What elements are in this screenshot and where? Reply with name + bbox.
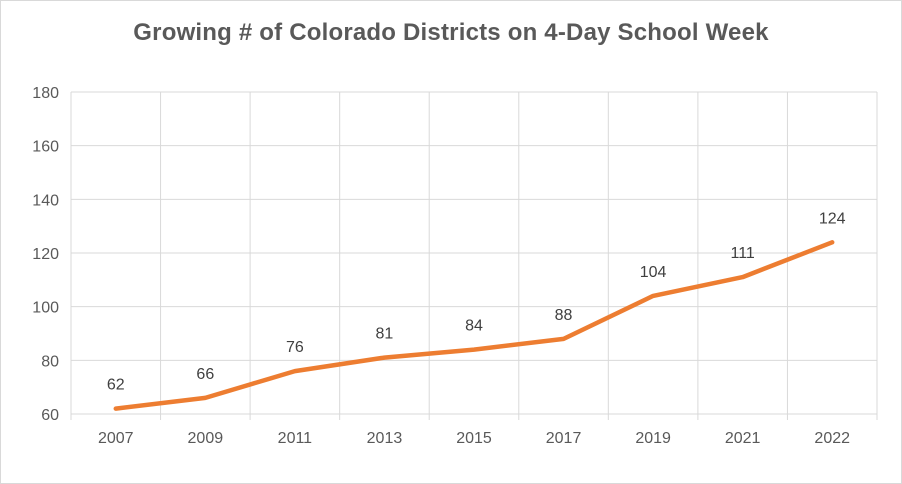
data-label: 88 bbox=[555, 307, 573, 324]
x-tick-label: 2017 bbox=[546, 430, 582, 447]
data-label: 111 bbox=[731, 245, 755, 262]
x-tick-label: 2007 bbox=[98, 430, 134, 447]
data-label: 76 bbox=[286, 339, 304, 356]
data-label: 104 bbox=[640, 264, 667, 281]
y-tick-label: 100 bbox=[32, 300, 59, 317]
data-label: 84 bbox=[465, 318, 483, 335]
data-label: 62 bbox=[107, 377, 125, 394]
x-tick-label: 2019 bbox=[635, 430, 671, 447]
data-label: 81 bbox=[376, 326, 394, 343]
x-tick-label: 2015 bbox=[456, 430, 492, 447]
y-tick-label: 60 bbox=[41, 407, 59, 424]
y-tick-label: 180 bbox=[32, 85, 59, 102]
x-tick-label: 2013 bbox=[367, 430, 403, 447]
y-tick-label: 80 bbox=[41, 353, 59, 370]
y-tick-label: 120 bbox=[32, 246, 59, 263]
x-tick-label: 2021 bbox=[725, 430, 761, 447]
chart-title: Growing # of Colorado Districts on 4-Day… bbox=[133, 19, 769, 46]
x-tick-label: 2022 bbox=[814, 430, 850, 447]
y-tick-label: 140 bbox=[32, 192, 59, 209]
x-tick-label: 2011 bbox=[278, 430, 313, 447]
y-tick-label: 160 bbox=[32, 139, 59, 156]
x-tick-label: 2009 bbox=[188, 430, 224, 447]
data-label: 124 bbox=[819, 210, 846, 227]
data-label: 66 bbox=[196, 366, 214, 383]
